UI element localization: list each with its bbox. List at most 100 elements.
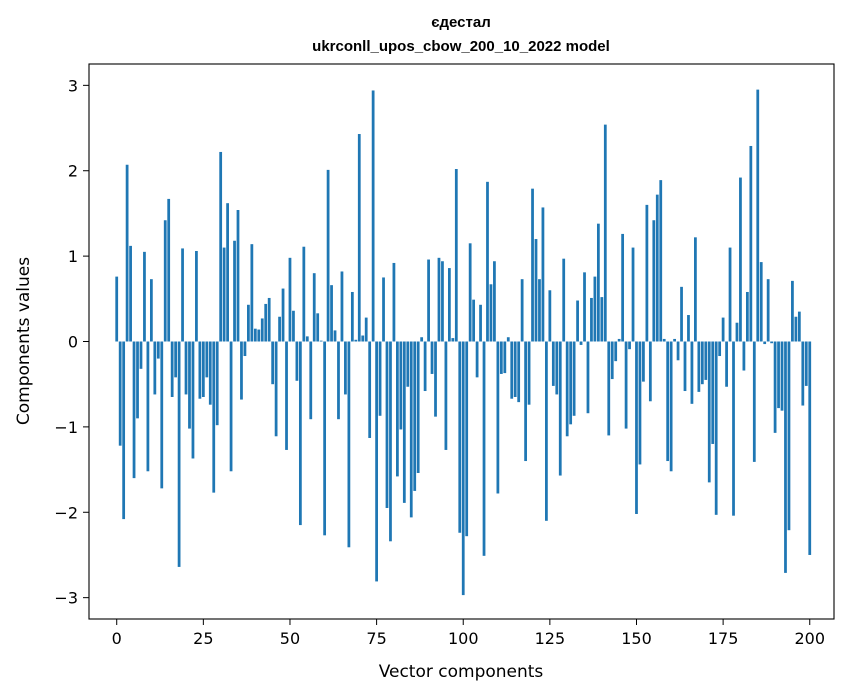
chart-title-line2: ukrconll_upos_cbow_200_10_2022 model <box>312 38 610 55</box>
bar-11 <box>153 341 157 395</box>
bar-6 <box>136 341 139 419</box>
bar-180 <box>739 177 742 342</box>
bar-110 <box>496 341 500 494</box>
bar-155 <box>652 220 656 342</box>
bar-77 <box>382 277 385 342</box>
bar-64 <box>337 341 340 420</box>
y-tick-label-0: 0 <box>68 333 78 352</box>
bar-194 <box>787 341 791 531</box>
bar-10 <box>149 279 153 342</box>
bar-192 <box>780 341 784 411</box>
bar-135 <box>583 272 586 342</box>
bar-63 <box>333 330 337 342</box>
bar-186 <box>759 262 763 342</box>
bar-140 <box>600 297 604 342</box>
bar-142 <box>607 341 611 436</box>
bar-175 <box>721 317 725 342</box>
bar-159 <box>666 341 670 462</box>
bar-12 <box>156 341 160 359</box>
bar-43 <box>264 303 268 342</box>
bar-38 <box>247 304 250 342</box>
bar-123 <box>541 207 545 342</box>
bar-33 <box>229 341 233 472</box>
bar-132 <box>572 341 576 416</box>
bar-13 <box>160 341 164 489</box>
bar-62 <box>330 285 333 342</box>
bar-137 <box>590 297 593 342</box>
bar-164 <box>683 341 687 392</box>
bar-152 <box>642 341 645 382</box>
x-tick-label-200: 200 <box>794 629 825 648</box>
x-tick-label-150: 150 <box>621 629 652 648</box>
y-tick-label--3: −3 <box>54 589 78 608</box>
bar-81 <box>396 341 399 477</box>
bar-37 <box>243 341 247 357</box>
bar-200 <box>808 341 812 555</box>
bar-58 <box>316 313 320 342</box>
bar-8 <box>143 251 146 342</box>
bar-5 <box>132 341 136 479</box>
bar-61 <box>326 169 330 342</box>
bar-20 <box>184 341 188 395</box>
bar-1 <box>118 341 122 446</box>
bar-2 <box>122 341 126 520</box>
bar-129 <box>562 258 566 342</box>
bar-115 <box>513 341 517 397</box>
bar-75 <box>375 341 378 582</box>
bar-149 <box>631 247 635 342</box>
bar-171 <box>707 341 711 483</box>
bar-4 <box>129 245 132 342</box>
bar-0 <box>115 276 119 342</box>
bar-112 <box>503 341 507 374</box>
bar-55 <box>305 336 309 342</box>
bar-122 <box>538 279 541 342</box>
bar-96 <box>447 268 451 342</box>
bar-7 <box>139 341 143 369</box>
bar-189 <box>770 341 774 344</box>
bar-187 <box>763 341 767 345</box>
bar-120 <box>531 188 534 342</box>
bar-133 <box>576 300 579 342</box>
bar-106 <box>482 341 486 556</box>
bar-95 <box>444 341 448 450</box>
bar-54 <box>302 246 306 342</box>
y-tick-label-3: 3 <box>68 76 78 95</box>
y-tick-label-2: 2 <box>68 162 78 181</box>
bars-group <box>115 89 812 596</box>
x-tick-label-125: 125 <box>535 629 566 648</box>
bar-69 <box>354 339 358 342</box>
bar-170 <box>704 341 708 380</box>
bar-126 <box>551 341 555 386</box>
bar-82 <box>399 341 403 430</box>
bar-74 <box>371 90 375 342</box>
bar-197 <box>797 311 801 342</box>
bar-83 <box>402 341 406 503</box>
bar-50 <box>288 257 292 342</box>
bar-154 <box>648 341 652 402</box>
x-tick-label-50: 50 <box>280 629 300 648</box>
bar-49 <box>285 341 288 450</box>
bar-183 <box>749 145 753 342</box>
chart-title-line1: єдестал <box>431 14 491 31</box>
bar-191 <box>777 341 780 409</box>
bar-118 <box>524 341 527 462</box>
bar-190 <box>773 341 777 433</box>
bar-44 <box>267 297 271 342</box>
bar-176 <box>725 341 728 387</box>
bar-14 <box>163 220 167 342</box>
bar-156 <box>655 194 659 342</box>
bar-138 <box>593 276 597 342</box>
bar-15 <box>167 198 171 342</box>
bar-90 <box>427 259 430 342</box>
bar-28 <box>212 341 216 493</box>
bar-24 <box>198 341 202 399</box>
x-tick-label-0: 0 <box>112 629 122 648</box>
bar-80 <box>392 262 396 342</box>
x-tick-label-175: 175 <box>708 629 739 648</box>
bar-178 <box>732 341 735 516</box>
y-axis-label: Components values <box>14 257 34 425</box>
bar-56 <box>309 341 313 420</box>
bar-100 <box>461 341 465 596</box>
bar-177 <box>728 247 732 342</box>
